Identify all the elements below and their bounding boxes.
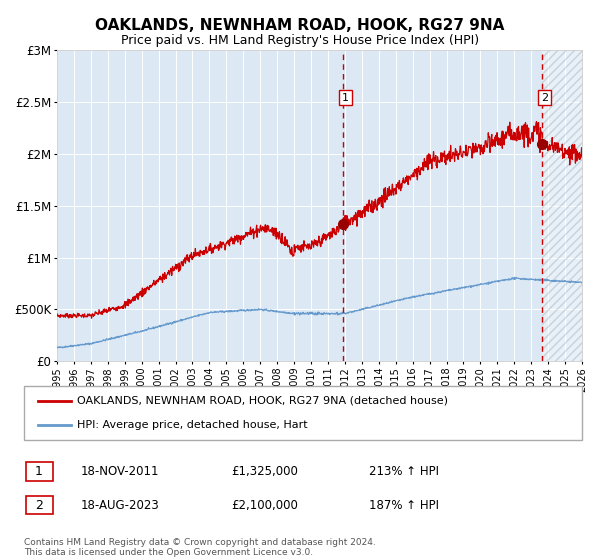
Text: OAKLANDS, NEWNHAM ROAD, HOOK, RG27 9NA: OAKLANDS, NEWNHAM ROAD, HOOK, RG27 9NA [95,18,505,34]
Text: 1: 1 [35,465,43,478]
Bar [542,50,582,361]
Text: HPI: Average price, detached house, Hart: HPI: Average price, detached house, Hart [77,420,308,430]
Text: 213% ↑ HPI: 213% ↑ HPI [369,465,439,478]
Text: 18-NOV-2011: 18-NOV-2011 [81,465,160,478]
FancyBboxPatch shape [24,386,582,440]
Text: 2: 2 [35,498,43,512]
Text: 187% ↑ HPI: 187% ↑ HPI [369,498,439,512]
FancyBboxPatch shape [25,463,53,480]
Text: £2,100,000: £2,100,000 [231,498,298,512]
Text: 2: 2 [541,92,548,102]
Text: OAKLANDS, NEWNHAM ROAD, HOOK, RG27 9NA (detached house): OAKLANDS, NEWNHAM ROAD, HOOK, RG27 9NA (… [77,396,448,406]
Text: 1: 1 [342,92,349,102]
Text: £1,325,000: £1,325,000 [231,465,298,478]
FancyBboxPatch shape [25,496,53,514]
Text: Price paid vs. HM Land Registry's House Price Index (HPI): Price paid vs. HM Land Registry's House … [121,34,479,46]
Text: Contains HM Land Registry data © Crown copyright and database right 2024.
This d: Contains HM Land Registry data © Crown c… [24,538,376,557]
Text: 18-AUG-2023: 18-AUG-2023 [81,498,160,512]
